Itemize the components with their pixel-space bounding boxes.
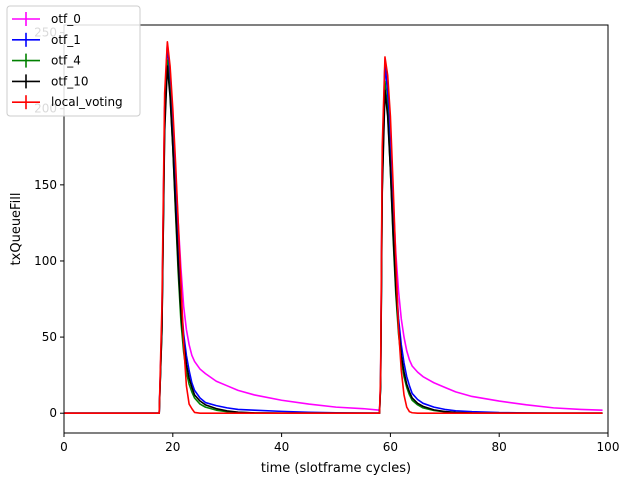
legend-label: otf_1 (51, 33, 81, 47)
legend-label: otf_4 (51, 54, 81, 68)
legend: otf_0 otf_1 otf_4 otf_10 local_voting (6, 5, 141, 117)
legend-item: otf_10 (12, 74, 89, 89)
legend-item: otf_0 (12, 12, 81, 26)
legend-box (6, 5, 141, 117)
legend-label: otf_10 (51, 74, 89, 88)
series-line-local-voting (64, 40, 603, 415)
y-tick-label: 150 (34, 178, 57, 192)
plot-frame (63, 24, 609, 434)
x-tick-label: 100 (597, 440, 620, 454)
y-tick-label: 50 (42, 330, 57, 344)
x-axis: 0 20 40 60 80 100 (60, 433, 619, 454)
legend-item: otf_1 (12, 32, 81, 47)
y-tick-label: 100 (34, 254, 57, 268)
x-tick-label: 60 (383, 440, 398, 454)
x-tick-label: 40 (274, 440, 289, 454)
x-tick-label: 0 (60, 440, 68, 454)
legend-item: otf_4 (12, 53, 81, 68)
y-tick-label: 0 (49, 406, 57, 420)
legend-label: local_voting (51, 95, 123, 109)
x-tick-label: 20 (165, 440, 180, 454)
y-axis-label: txQueueFill (9, 193, 24, 266)
x-axis-label: time (slotframe cycles) (261, 461, 411, 476)
legend-item: local_voting (12, 95, 123, 110)
series-layer (64, 40, 603, 415)
legend-label: otf_0 (51, 12, 81, 26)
x-tick-label: 80 (492, 440, 507, 454)
